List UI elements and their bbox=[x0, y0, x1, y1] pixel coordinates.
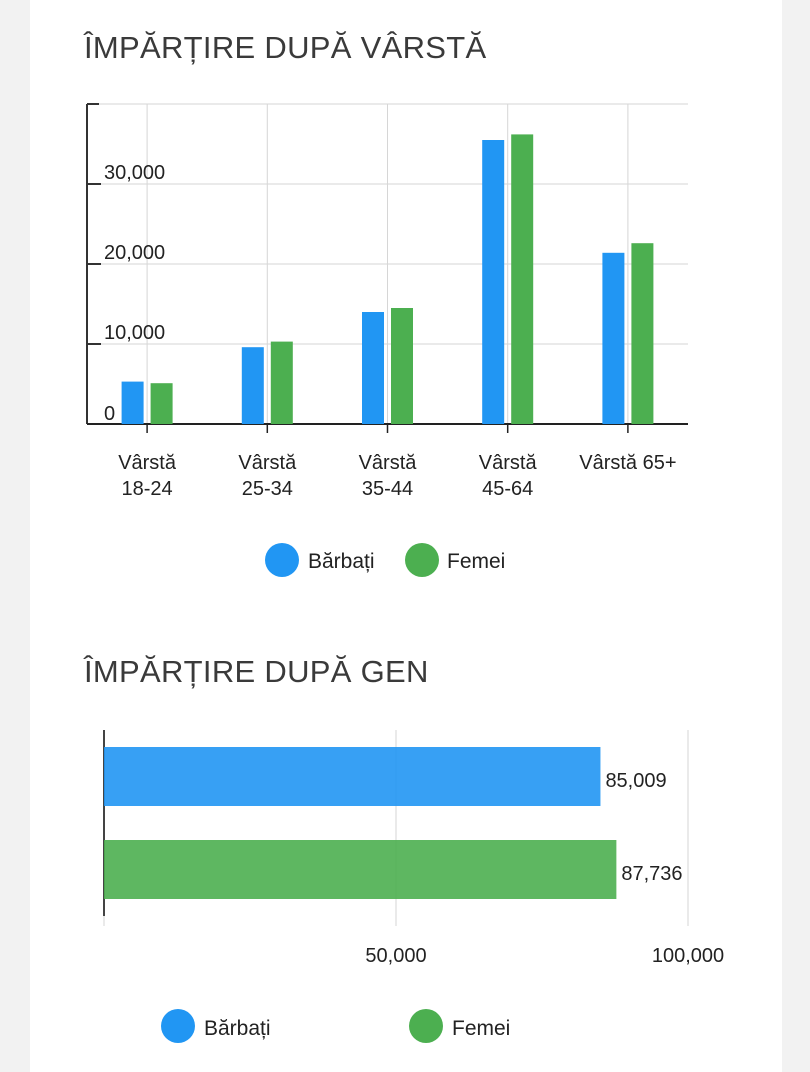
age-bar-male bbox=[241, 347, 264, 424]
gender-bar-male bbox=[104, 747, 601, 806]
age-ytick-label: 20,000 bbox=[104, 242, 165, 264]
age-ytick-label: 10,000 bbox=[104, 322, 165, 344]
legend-label-male: Bărbați bbox=[308, 550, 375, 573]
gender-legend-label-male: Bărbați bbox=[204, 1017, 271, 1040]
age-ytick-label: 0 bbox=[104, 403, 115, 425]
age-category-label: 35-44 bbox=[362, 478, 413, 500]
gender-legend-marker-male bbox=[161, 1009, 195, 1043]
age-category-label: Vârstă bbox=[479, 452, 538, 474]
age-category-label: Vârstă bbox=[238, 452, 297, 474]
age-category-label: 25-34 bbox=[242, 478, 293, 500]
age-category-label: Vârstă bbox=[359, 452, 418, 474]
gender-xtick-label: 50,000 bbox=[365, 945, 426, 967]
age-chart-title: ÎMPĂRȚIRE DUPĂ VÂRSTĂ bbox=[84, 30, 487, 65]
gender-bar-female bbox=[104, 840, 617, 899]
legend-label-female: Femei bbox=[447, 550, 505, 573]
age-bar-female bbox=[511, 134, 534, 424]
age-category-label: Vârstă 65+ bbox=[579, 452, 676, 474]
gender-legend-label-female: Femei bbox=[452, 1017, 510, 1040]
gender-xtick-label: 100,000 bbox=[652, 945, 724, 967]
age-bar-male bbox=[121, 381, 144, 424]
age-bar-male bbox=[362, 312, 384, 424]
age-bar-female bbox=[631, 243, 654, 424]
age-category-label: Vârstă bbox=[118, 452, 177, 474]
legend-marker-female bbox=[405, 543, 439, 577]
age-bar-female bbox=[270, 341, 293, 424]
age-bar-male bbox=[602, 252, 625, 424]
age-bar-female bbox=[391, 308, 413, 424]
age-bar-female bbox=[150, 383, 173, 424]
age-bar-male bbox=[482, 140, 505, 424]
age-ytick-label: 30,000 bbox=[104, 162, 165, 184]
age-category-label: 45-64 bbox=[482, 478, 533, 500]
age-category-label: 18-24 bbox=[122, 478, 173, 500]
legend-marker-male bbox=[265, 543, 299, 577]
gender-value-label: 85,009 bbox=[605, 770, 666, 792]
gender-chart-title: ÎMPĂRȚIRE DUPĂ GEN bbox=[84, 654, 429, 689]
gender-value-label: 87,736 bbox=[621, 863, 682, 885]
gender-legend-marker-female bbox=[409, 1009, 443, 1043]
